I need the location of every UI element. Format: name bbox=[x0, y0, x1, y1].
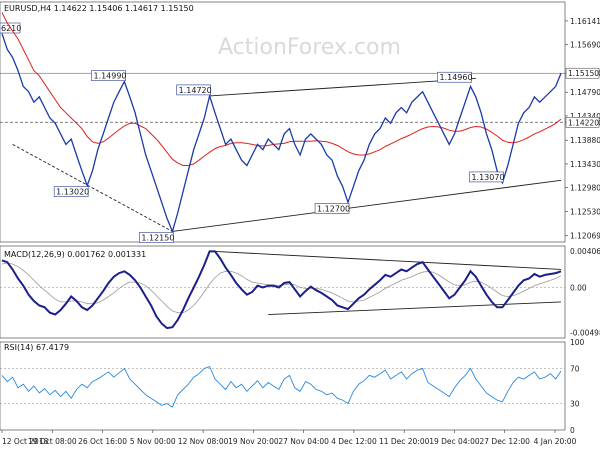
macd-tick-label: 0.004069 bbox=[570, 247, 600, 256]
time-tick-label: 12 Nov 08:00 bbox=[178, 437, 229, 446]
rsi-frame bbox=[0, 341, 566, 431]
price-tick-label: 1.14790 bbox=[570, 88, 600, 97]
price-callout-box bbox=[437, 71, 472, 83]
rsi-tick-label: 0 bbox=[570, 426, 575, 435]
macd-frame bbox=[0, 245, 566, 339]
time-tick-label: 4 Jan 20:00 bbox=[534, 437, 577, 446]
price-panel: 1.16141 1.15690 1.15150 1.14790 1.143401.142… bbox=[0, 1, 600, 243]
rsi-tick-label: 30 bbox=[570, 400, 580, 409]
time-tick-label: 5 Nov 00:00 bbox=[130, 437, 176, 446]
level-tag-label: 1.14220 bbox=[568, 118, 599, 127]
price-tick-label: 1.15690 bbox=[570, 41, 600, 50]
price-tick-label: 1.16141 bbox=[570, 17, 600, 26]
price-callout-box bbox=[176, 84, 211, 96]
price-callout-label: 1.14960 bbox=[439, 73, 472, 82]
level-tag-box bbox=[565, 117, 600, 128]
price-callout-box bbox=[314, 203, 350, 214]
time-tick-label: 19 Nov 20:00 bbox=[228, 437, 279, 446]
macd-trendline bbox=[214, 250, 562, 270]
price-tick-label: 1.14340 bbox=[570, 112, 600, 121]
current-price-tag: 1.15150 bbox=[568, 69, 599, 78]
price-trendline bbox=[209, 78, 476, 97]
price-tick-label: 1.13430 bbox=[570, 160, 600, 169]
macd-header: MACD(12,26,9) 0.001762 0.001331 bbox=[4, 250, 146, 259]
time-tick-label: 12 Oct 2018 bbox=[2, 437, 49, 446]
watermark: ActionForex.com bbox=[218, 35, 401, 60]
price-header: EURUSD,H4 1.14622 1.15406 1.14617 1.1515… bbox=[4, 4, 194, 13]
price-callout-label: 1.13020 bbox=[56, 188, 89, 197]
rsi-line bbox=[1, 366, 562, 408]
price-line bbox=[1, 33, 562, 234]
macd-panel: 0.004069 0.00 -0.004981 bbox=[0, 245, 600, 339]
price-callout-box bbox=[53, 186, 89, 197]
rsi-header: RSI(14) 67.4179 bbox=[4, 343, 69, 352]
rsi-tick-label: 100 bbox=[570, 338, 585, 347]
macd-line bbox=[1, 250, 562, 330]
time-tick-label: 19 Dec 04:00 bbox=[429, 437, 480, 446]
macd-tick-label: -0.004981 bbox=[570, 328, 600, 337]
rsi-panel: 100 70 30 0 bbox=[0, 338, 585, 435]
time-tick-label: 11 Dec 20:00 bbox=[379, 437, 430, 446]
macd-tick-label: 0.00 bbox=[570, 283, 587, 292]
time-tick-label: 4 Dec 12:00 bbox=[331, 437, 377, 446]
price-callout-box bbox=[91, 70, 126, 81]
price-callout-box bbox=[139, 232, 174, 243]
price-tick-label: 1.13880 bbox=[570, 136, 600, 145]
time-tick-label: 27 Nov 04:00 bbox=[278, 437, 329, 446]
price-callout-label: 1.12150 bbox=[141, 233, 174, 242]
time-tick-label: 26 Oct 16:00 bbox=[78, 437, 127, 446]
price-tick-label: 1.12069 bbox=[570, 232, 600, 241]
macd-trendline bbox=[268, 301, 562, 315]
price-callout-box bbox=[469, 171, 504, 183]
price-callout-label: 1.14720 bbox=[179, 86, 212, 95]
rsi-tick-label: 70 bbox=[570, 364, 580, 373]
price-callout-label: 1.12700 bbox=[317, 204, 350, 213]
price-callout-label: 1.13070 bbox=[471, 173, 504, 182]
price-tick-label: 1.12980 bbox=[570, 184, 600, 193]
time-tick-label: 19 Oct 08:00 bbox=[28, 437, 77, 446]
price-trendline bbox=[12, 144, 173, 232]
price-tick-label: 1.12530 bbox=[570, 207, 600, 216]
current-price-tag-box bbox=[565, 67, 600, 79]
price-trendline bbox=[172, 179, 562, 232]
price-callout-label: 1.14990 bbox=[93, 72, 126, 81]
time-tick-label: 27 Dec 12:00 bbox=[480, 437, 531, 446]
